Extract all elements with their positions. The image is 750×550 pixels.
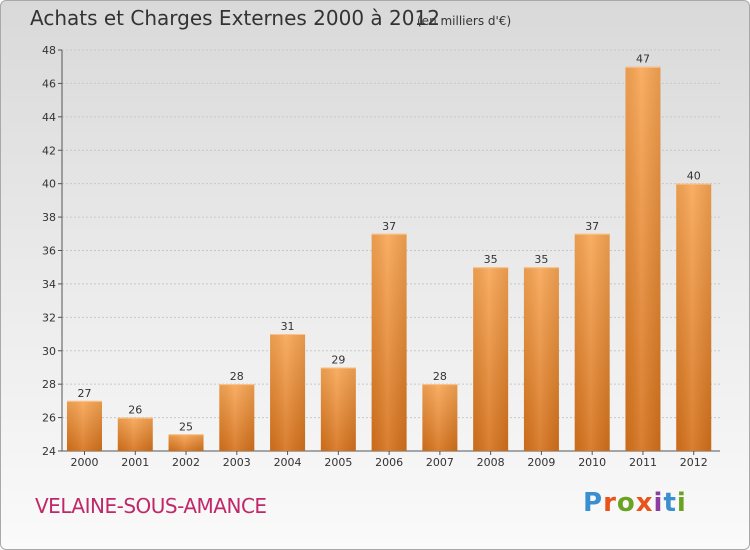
x-tick-label: 2003 [223,456,251,469]
x-tick-label: 2011 [629,456,657,469]
y-tick-label: 40 [42,178,56,191]
y-tick-label: 28 [42,378,56,391]
y-tick-label: 32 [42,311,56,324]
data-label: 35 [534,253,548,266]
x-tick-label: 2009 [527,456,555,469]
x-tick-label: 2012 [680,456,708,469]
bar-shine [371,233,407,451]
x-tick-label: 2001 [121,456,149,469]
bar-shine [67,400,102,451]
bar-shine [422,384,458,451]
x-tick-label: 2005 [324,456,352,469]
data-label: 29 [331,353,345,366]
x-tick-label: 2010 [578,456,606,469]
commune-name: VELAINE-SOUS-AMANCE [35,494,267,518]
bar-shine [270,334,306,451]
y-tick-label: 30 [42,345,56,358]
bar-shine [523,267,559,451]
y-tick-label: 34 [42,278,56,291]
data-label: 26 [128,404,142,417]
data-label: 40 [687,170,701,183]
x-tick-label: 2006 [375,456,403,469]
logo-letter: P [583,488,604,518]
data-label: 35 [484,253,498,266]
bar-shine [574,233,610,451]
chart-title: Achats et Charges Externes 2000 à 2012 [30,6,440,30]
logo-letter: r [603,488,617,518]
y-tick-label: 38 [42,211,56,224]
bar-shine [320,367,356,451]
proxiti-logo: Proxiti [583,488,687,518]
logo-letter: o [616,488,636,518]
y-tick-label: 44 [42,111,56,124]
y-tick-label: 36 [42,245,56,258]
bar-shine [168,434,204,451]
x-tick-label: 2000 [71,456,99,469]
chart-subtitle: (en milliers d'€) [417,14,512,28]
x-tick-labels: 2000 2001 2002 2003 2004 2005 2006 2007 2008 2009… [71,451,708,469]
data-label: 27 [78,387,92,400]
data-labels: 27 26 25 28 31 29 37 28 35 35 37 47 40 [78,53,701,434]
y-tick-label: 24 [42,445,56,458]
x-tick-label: 2002 [172,456,200,469]
bar-shine [117,417,153,451]
y-tick-label: 48 [42,44,56,57]
y-tick-labels: 24 26 28 30 32 34 36 38 40 42 44 46 48 [42,44,62,458]
data-label: 31 [281,320,295,333]
data-label: 37 [585,220,599,233]
bar-shine [625,66,661,451]
data-label: 28 [433,370,447,383]
bar-shine [473,267,509,451]
x-tick-label: 2008 [477,456,505,469]
logo-letter: i [653,488,664,518]
bar-shine [676,183,712,451]
y-tick-label: 46 [42,77,56,90]
x-tick-label: 2007 [426,456,454,469]
data-label: 25 [179,420,193,433]
y-tick-label: 26 [42,412,56,425]
x-tick-label: 2004 [274,456,302,469]
data-label: 47 [636,53,650,66]
data-label: 28 [230,370,244,383]
bars [67,66,712,451]
logo-letter: i [676,488,687,518]
data-label: 37 [382,220,396,233]
logo-letter: x [635,488,654,518]
logo-letter: t [663,488,677,518]
y-tick-label: 42 [42,144,56,157]
bar-shine [219,384,255,451]
